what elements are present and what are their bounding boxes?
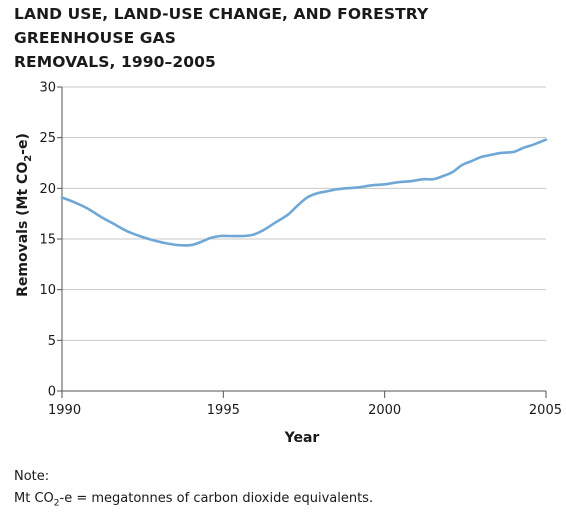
- x-tick-labels: 1990 1995 2000 2005: [48, 403, 562, 418]
- x-tick-label-2000: 2000: [368, 403, 401, 418]
- y-tick-label-0: 0: [48, 385, 56, 400]
- x-tick-label-1990: 1990: [48, 403, 81, 418]
- y-axis-label: Removals (Mt CO2-e): [15, 133, 34, 297]
- y-tick-label-15: 15: [39, 233, 56, 248]
- chart-title: LAND USE, LAND-USE CHANGE, AND FORESTRY …: [14, 2, 534, 74]
- axes: [57, 86, 547, 398]
- series-layer: [60, 138, 548, 247]
- y-tick-label-5: 5: [48, 334, 56, 349]
- note-title: Note:: [14, 469, 50, 484]
- y-tick-label-10: 10: [39, 283, 56, 298]
- y-tick-label-30: 30: [39, 81, 56, 96]
- y-axis-label-end: -e): [15, 133, 31, 155]
- y-tick-label-25: 25: [39, 131, 56, 146]
- grid-lines: [62, 86, 546, 341]
- note-text-subscript: 2: [53, 498, 60, 509]
- y-axis-label-subscript: 2: [23, 155, 34, 162]
- chart-title-line-1: LAND USE, LAND-USE CHANGE, AND FORESTRY …: [14, 5, 429, 47]
- x-tick-label-1995: 1995: [207, 403, 240, 418]
- y-tick-label-20: 20: [39, 182, 56, 197]
- y-axis-label-main: Removals (Mt CO: [15, 162, 31, 297]
- note-text: Mt CO2-e = megatonnes of carbon dioxide …: [14, 490, 373, 508]
- note-text-prefix: Mt CO: [14, 491, 54, 506]
- series-line-0: [60, 138, 548, 247]
- x-axis-label: Year: [284, 430, 320, 446]
- y-tick-labels: 0 5 10 15 20 25 30: [39, 81, 56, 400]
- note-text-suffix: -e = megatonnes of carbon dioxide equiva…: [59, 491, 374, 506]
- chart-title-line-2: REMOVALS, 1990–2005: [14, 53, 216, 71]
- x-tick-label-2005: 2005: [529, 403, 562, 418]
